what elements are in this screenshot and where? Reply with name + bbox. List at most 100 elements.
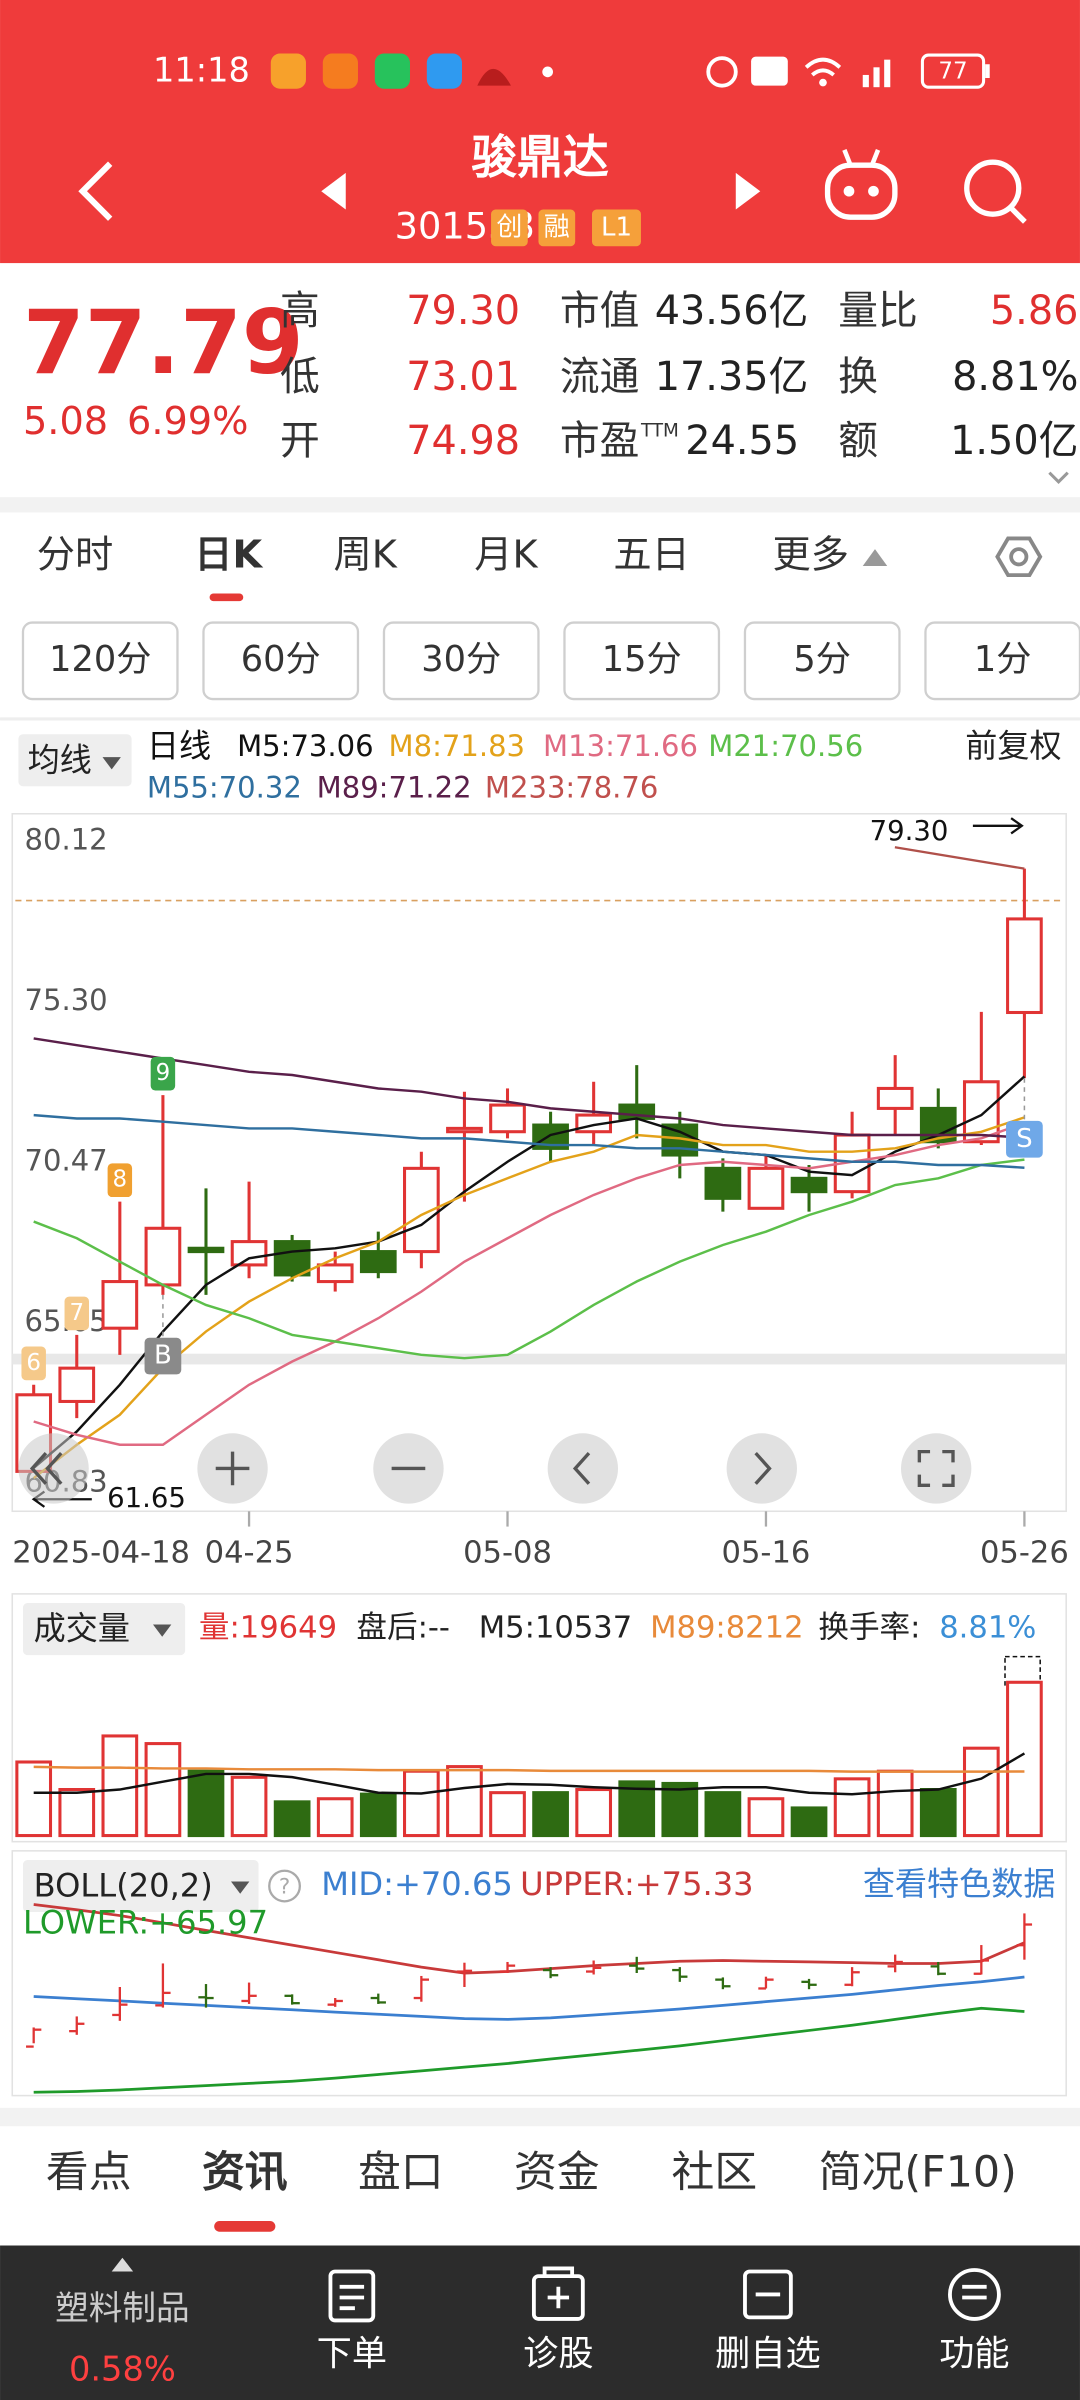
interval-button[interactable]: [563, 621, 721, 701]
ma-line: [33, 1158, 1025, 1360]
bottom-tab[interactable]: 资金: [514, 2148, 600, 2198]
volume-selector[interactable]: [22, 1603, 186, 1656]
x-tick-label: 05-08: [463, 1536, 552, 1571]
volume-bar: [790, 1806, 828, 1838]
stat-label: 市值: [560, 288, 640, 334]
stat-value: 43.56亿: [655, 288, 809, 334]
separator: [0, 2107, 1080, 2127]
ma-line: [33, 1037, 1025, 1139]
volume-legend: M5:10537: [479, 1611, 632, 1646]
stat-label: 市盈: [560, 418, 640, 464]
adjust-label[interactable]: 前复权: [965, 727, 1061, 765]
stat-sup: TTM: [640, 420, 679, 441]
feature-link[interactable]: 查看特色数据: [863, 1865, 1056, 1903]
tab[interactable]: 更多: [773, 533, 849, 577]
robot-icon[interactable]: [824, 149, 898, 220]
tab[interactable]: 周K: [333, 533, 397, 577]
signal-label: 9: [156, 1060, 171, 1086]
volume-bar: [661, 1781, 699, 1838]
candle-body: [747, 1166, 785, 1210]
interval-button[interactable]: [21, 621, 179, 701]
candle-body: [187, 1246, 225, 1254]
boll-title: BOLL(20,2): [34, 1867, 213, 1905]
volume-bar: [747, 1797, 785, 1838]
trade-marker-label: B: [154, 1341, 172, 1371]
volume-legend: 盘后:--: [356, 1611, 450, 1646]
tab-indicator: [209, 593, 244, 602]
volume-bar: [359, 1792, 397, 1838]
nav-item[interactable]: 删自选: [715, 2334, 821, 2375]
prev-stock[interactable]: [321, 172, 346, 210]
boll-legend: MID:+70.65: [321, 1865, 513, 1903]
interval-button[interactable]: [202, 621, 360, 701]
trade-marker: [144, 1337, 182, 1375]
interval-label: 30分: [421, 639, 501, 680]
dropdown-caret: [231, 1881, 250, 1894]
settings-icon[interactable]: [995, 536, 1043, 578]
badge: [592, 209, 641, 247]
next-stock[interactable]: [735, 172, 761, 210]
candle-body: [273, 1240, 311, 1277]
help-icon[interactable]: [268, 1869, 301, 1903]
interval-label: 5分: [793, 639, 851, 680]
tab[interactable]: 五日: [613, 533, 689, 577]
settings-icon-center: [1009, 547, 1029, 567]
battery-level: 77: [938, 58, 967, 84]
candle-body: [790, 1176, 828, 1194]
stat-value: 73.01: [406, 354, 520, 400]
nav-item[interactable]: 功能: [939, 2334, 1009, 2375]
stat-label: 量比: [838, 288, 918, 334]
volume-bar: [101, 1734, 139, 1838]
volume-ma-line: [33, 1765, 1025, 1773]
sector-name[interactable]: 塑料制品: [55, 2288, 190, 2327]
tab[interactable]: 日K: [194, 533, 263, 577]
chart-control-icon: [29, 1452, 63, 1485]
bottom-tab[interactable]: 看点: [46, 2148, 132, 2198]
back-button[interactable]: [78, 161, 113, 221]
boll-selector[interactable]: [22, 1860, 259, 1913]
ma-selector[interactable]: [18, 734, 132, 787]
bottom-tab[interactable]: 资讯: [202, 2148, 288, 2198]
dropdown-caret: [153, 1624, 172, 1637]
stat-value: 74.98: [406, 418, 520, 464]
search-icon[interactable]: [964, 159, 1027, 224]
chart-control[interactable]: [900, 1433, 972, 1504]
candle-body: [359, 1250, 397, 1274]
nav-item[interactable]: 下单: [317, 2334, 387, 2375]
stat-label: 低: [280, 354, 320, 400]
bottom-tab[interactable]: 社区: [672, 2148, 758, 2198]
volume-ma-line: [33, 1752, 1026, 1796]
stat-value: 8.81%: [952, 354, 1078, 400]
nav-item[interactable]: 诊股: [523, 2334, 593, 2375]
tab[interactable]: 月K: [474, 533, 538, 577]
interval-button[interactable]: [743, 621, 901, 701]
boll-line: [33, 1903, 1025, 1975]
stat-value: 5.86: [990, 288, 1079, 334]
candle-body: [704, 1166, 742, 1200]
interval-label: 15分: [602, 639, 682, 680]
stock-name: 骏鼎达: [471, 130, 609, 184]
bottom-tab[interactable]: 盘口: [358, 2148, 444, 2198]
low-label: 61.65: [107, 1482, 186, 1514]
interval-button[interactable]: [382, 621, 540, 701]
expand-chevron[interactable]: [1048, 471, 1069, 484]
ma-legend: M5:73.06: [237, 729, 373, 763]
badge: [491, 209, 528, 247]
chart-control[interactable]: [726, 1433, 797, 1504]
volume-bar: [316, 1797, 354, 1838]
chart-control-icon: [917, 1449, 955, 1487]
tab[interactable]: 分时: [37, 533, 113, 577]
chart-control[interactable]: [547, 1433, 619, 1504]
chart-control[interactable]: [18, 1433, 89, 1504]
volume-bar: [876, 1769, 914, 1838]
status-time: 11:18: [153, 50, 250, 89]
boll-line: [33, 1975, 1025, 2021]
volume-bar: [489, 1791, 526, 1838]
candle-body: [144, 1226, 182, 1287]
stat-value: 79.30: [406, 288, 520, 334]
bottom-tab[interactable]: 简况(F10): [819, 2148, 1017, 2198]
boll-frame: [11, 1850, 1067, 2097]
volume-bar: [833, 1777, 871, 1838]
candle-body: [230, 1240, 268, 1267]
ma-line: [32, 1075, 1026, 1469]
